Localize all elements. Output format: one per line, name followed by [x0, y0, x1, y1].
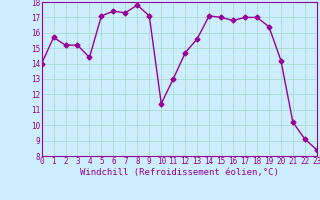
X-axis label: Windchill (Refroidissement éolien,°C): Windchill (Refroidissement éolien,°C)	[80, 168, 279, 177]
